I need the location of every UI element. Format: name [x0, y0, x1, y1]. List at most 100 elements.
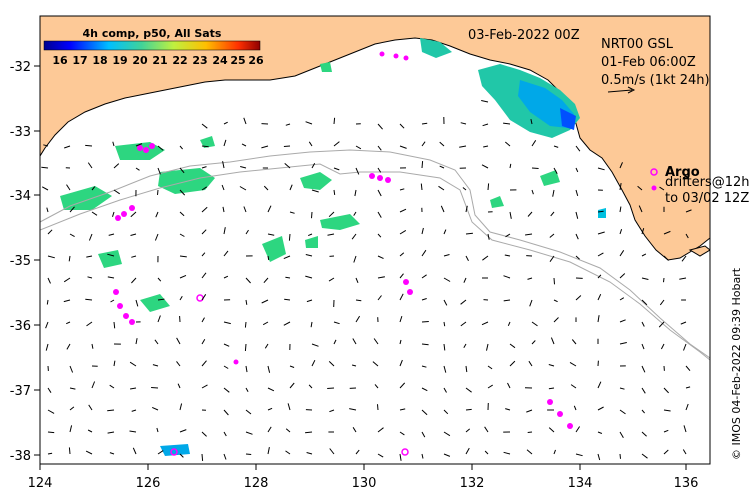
current-vector — [223, 365, 229, 369]
current-vector — [549, 233, 555, 238]
x-tick-132: 132 — [460, 476, 485, 491]
current-vector — [641, 299, 648, 306]
current-vector — [267, 407, 273, 411]
current-vector — [526, 409, 533, 413]
colorbar-tick: 16 — [52, 54, 68, 67]
current-vector — [263, 277, 269, 284]
current-vector — [482, 255, 489, 261]
current-vector — [305, 431, 313, 434]
current-vector — [465, 205, 468, 213]
current-vector — [597, 274, 602, 279]
current-vector — [597, 210, 604, 213]
current-vector — [45, 343, 49, 351]
current-vector — [47, 431, 55, 434]
current-vector — [420, 183, 423, 191]
current-vector — [465, 232, 473, 235]
current-vector — [659, 299, 665, 306]
current-vector — [399, 252, 405, 257]
current-vector — [264, 343, 269, 349]
current-vector — [443, 343, 446, 351]
current-vector — [487, 384, 493, 389]
current-vector — [201, 339, 206, 345]
current-vector — [135, 167, 140, 171]
current-vector — [221, 184, 225, 191]
current-vector — [440, 205, 445, 213]
current-vector — [46, 299, 49, 305]
current-vector — [244, 321, 247, 328]
colorbar-tick: 24 — [212, 54, 228, 67]
current-vector — [443, 387, 447, 393]
current-vector — [353, 211, 357, 216]
current-vector — [311, 343, 319, 347]
current-vector — [157, 450, 164, 455]
current-vector — [685, 403, 689, 411]
current-vector — [399, 382, 406, 389]
current-vector — [201, 431, 207, 437]
current-vector — [354, 189, 357, 197]
current-vector — [481, 321, 489, 326]
current-vector — [289, 184, 293, 191]
current-vector — [377, 404, 379, 411]
current-vector — [463, 277, 467, 283]
current-vector — [619, 453, 621, 459]
current-vector — [179, 211, 185, 217]
current-vector — [329, 409, 335, 413]
current-vector — [223, 121, 228, 125]
current-vector — [377, 211, 382, 218]
current-vector — [135, 299, 139, 307]
x-tick-130: 130 — [352, 476, 377, 491]
current-vector — [597, 381, 602, 389]
current-vector — [65, 321, 71, 325]
colorbar-tick: 20 — [132, 54, 148, 67]
current-vector — [377, 189, 382, 197]
current-vector — [663, 255, 669, 261]
current-vector — [333, 167, 340, 171]
current-vector — [459, 145, 467, 148]
colorbar-title: 4h comp, p50, All Sats — [83, 27, 222, 40]
current-vector — [575, 233, 579, 240]
current-vector — [223, 431, 227, 437]
current-vector — [619, 162, 623, 169]
current-vector — [333, 141, 340, 147]
current-vector — [399, 431, 405, 436]
current-vector — [685, 209, 692, 213]
current-vector — [131, 255, 137, 258]
current-vector — [525, 233, 533, 236]
current-vector — [308, 384, 313, 389]
current-vector — [658, 321, 665, 328]
current-vector — [47, 387, 52, 393]
current-vector — [575, 167, 579, 173]
current-vector — [88, 233, 93, 241]
y-tick-37: -37 — [10, 384, 31, 399]
current-vector — [107, 253, 115, 257]
current-vector — [201, 123, 208, 129]
current-vector — [130, 387, 137, 390]
current-vector — [619, 319, 626, 323]
current-vector — [438, 185, 445, 191]
y-tick-35: -35 — [10, 254, 31, 269]
current-vector — [399, 229, 407, 235]
current-vector — [287, 403, 291, 411]
current-vector — [373, 338, 379, 345]
current-vector — [267, 205, 272, 213]
current-vector — [69, 425, 73, 433]
current-vector — [619, 229, 623, 235]
current-vector — [113, 360, 116, 367]
current-vector — [261, 299, 269, 304]
current-vector — [45, 321, 49, 329]
current-vector — [201, 384, 208, 389]
current-vector — [421, 249, 427, 257]
current-vector — [154, 233, 159, 241]
current-vector — [550, 211, 555, 217]
current-vector — [47, 277, 51, 284]
current-vector — [641, 365, 646, 373]
current-vector — [504, 141, 511, 147]
current-vector — [352, 338, 357, 345]
current-vector — [597, 167, 605, 171]
current-vector — [399, 145, 407, 149]
current-vector — [570, 384, 577, 389]
current-vector — [641, 431, 647, 437]
current-vector — [155, 211, 159, 218]
current-vector — [289, 211, 295, 214]
current-vector — [157, 167, 161, 175]
